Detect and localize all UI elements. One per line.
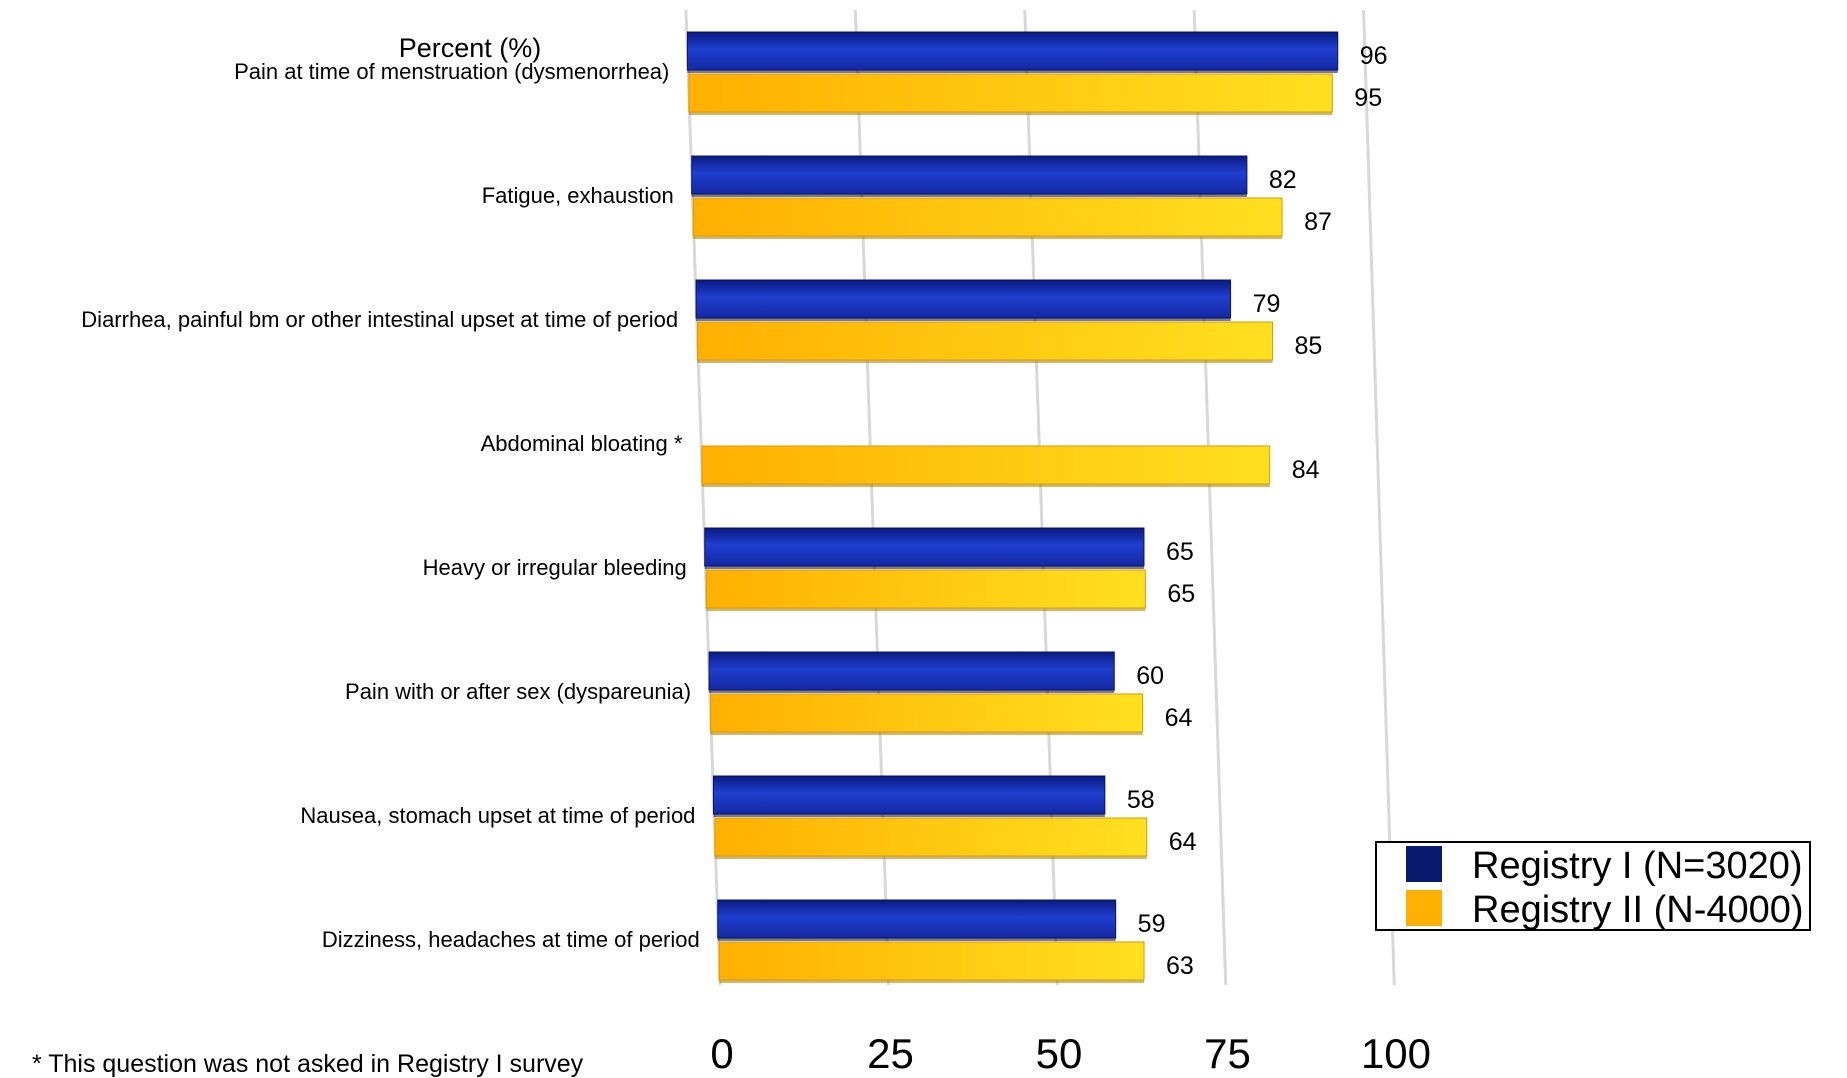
data-label: 65 (1166, 538, 1194, 566)
bar (686, 31, 1339, 71)
category-label: Fatigue, exhaustion (482, 183, 674, 208)
category-label: Pain at time of menstruation (dysmenorrh… (234, 59, 669, 84)
footnote: * This question was not asked in Registr… (32, 1050, 584, 1078)
bar (691, 155, 1248, 195)
data-label: 79 (1253, 290, 1281, 318)
legend-box (1375, 841, 1811, 931)
legend-label-registry-2: Registry II (N-4000) (1472, 889, 1804, 931)
x-tick-label: 0 (710, 1030, 733, 1077)
bar (708, 651, 1115, 691)
data-label: 59 (1138, 910, 1166, 938)
data-label: 64 (1169, 828, 1197, 856)
legend-label-registry-1: Registry I (N=3020) (1472, 845, 1803, 887)
x-tick-label: 25 (867, 1030, 914, 1077)
legend: Registry I (N=3020) Registry II (N-4000) (1375, 841, 1811, 931)
data-label: 82 (1269, 166, 1297, 194)
bar (705, 569, 1146, 609)
bar (712, 775, 1106, 815)
category-label: Nausea, stomach upset at time of period (300, 803, 695, 828)
data-label: 65 (1167, 580, 1195, 608)
x-tick-label: 50 (1036, 1030, 1083, 1077)
legend-swatch-registry-1 (1406, 846, 1442, 882)
data-label: 96 (1360, 42, 1388, 70)
bar (717, 899, 1117, 939)
bar (718, 941, 1145, 981)
bar (692, 197, 1283, 237)
category-label: Dizziness, headaches at time of period (322, 927, 700, 952)
data-label: 84 (1292, 456, 1320, 484)
bar (714, 817, 1148, 857)
category-label: Pain with or after sex (dyspareunia) (345, 679, 691, 704)
chart-title: Percent (%) (399, 33, 542, 63)
category-label: Abdominal bloating * (481, 431, 683, 456)
bar (710, 693, 1144, 733)
data-label: 60 (1136, 662, 1164, 690)
data-label: 87 (1304, 208, 1332, 236)
x-tick-label: 100 (1361, 1030, 1431, 1077)
x-tick-label: 75 (1204, 1030, 1251, 1077)
bar (695, 279, 1232, 319)
data-label: 63 (1166, 952, 1194, 980)
legend-swatch-registry-2 (1406, 890, 1442, 926)
data-label: 58 (1127, 786, 1155, 814)
category-label: Diarrhea, painful bm or other intestinal… (81, 307, 678, 332)
bar (688, 73, 1333, 113)
bar (701, 445, 1271, 485)
data-label: 95 (1354, 84, 1382, 112)
category-label: Heavy or irregular bleeding (423, 555, 687, 580)
data-label: 85 (1295, 332, 1323, 360)
bar (697, 321, 1274, 361)
gridline (1362, 9, 1396, 986)
data-label: 64 (1165, 704, 1193, 732)
bar (704, 527, 1145, 567)
